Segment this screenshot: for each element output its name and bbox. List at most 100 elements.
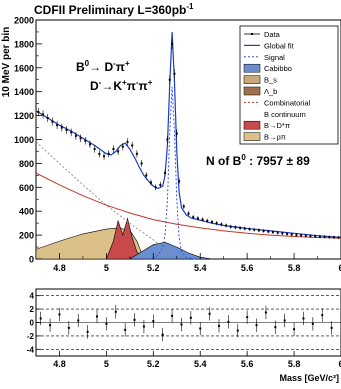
y-axis-label: 10 MeV per bin <box>1 27 12 98</box>
data-point <box>234 226 237 229</box>
data-point <box>257 229 260 232</box>
data-point <box>267 230 270 233</box>
residual-point <box>199 327 202 330</box>
data-point <box>103 155 106 158</box>
data-point <box>168 78 171 81</box>
residual-point <box>180 323 183 326</box>
residual-data-points <box>39 305 333 342</box>
data-point <box>332 236 335 239</box>
main-panel: 0 200 400 600 800 1000 1200 1400 1600 1800 2000 4.8… <box>14 16 341 273</box>
data-point <box>220 223 223 226</box>
residual-x-tick-label: 5.2 <box>147 359 160 369</box>
data-point <box>314 235 317 238</box>
residual-x-tick-label: 4.8 <box>53 359 66 369</box>
data-point <box>121 145 124 148</box>
data-point <box>135 152 138 155</box>
legend-label: B→D*π <box>264 121 290 130</box>
x-tick-label: 5.6 <box>241 263 254 273</box>
residual-x-tick-label: 5.6 <box>241 359 254 369</box>
data-point <box>171 42 174 45</box>
residual-point <box>321 314 324 317</box>
data-point <box>126 140 129 143</box>
data-point <box>295 234 298 237</box>
residual-point <box>114 310 117 313</box>
data-point <box>46 116 49 119</box>
residual-point <box>77 319 80 322</box>
residual-point <box>236 329 239 332</box>
residual-y-tick-label: -4 <box>27 345 35 354</box>
residual-point <box>67 326 70 329</box>
residual-x-tick-label: 6 <box>338 359 341 369</box>
line-b-continuum <box>35 141 178 260</box>
data-point <box>229 225 232 228</box>
residual-grid <box>36 295 341 350</box>
legend-label: Data <box>264 30 281 39</box>
residual-point <box>227 320 230 323</box>
data-point <box>300 234 303 237</box>
legend-label: Combinatorial <box>264 98 311 107</box>
y-tick-label: 600 <box>19 183 34 193</box>
residual-point <box>49 324 52 327</box>
data-point <box>84 139 87 142</box>
y-tick-label: 200 <box>19 231 34 241</box>
y-tick-label: 1600 <box>14 63 34 73</box>
data-point <box>175 132 178 135</box>
residual-point <box>133 318 136 321</box>
residual-y-tick-label: 0 <box>30 319 35 328</box>
data-point <box>286 232 289 235</box>
residual-point <box>283 319 286 322</box>
data-point <box>253 228 256 231</box>
residual-point <box>86 330 89 333</box>
residual-panel: -4 -2 0 2 4 4.8 5 5.2 5.4 5.6 5.8 6 <box>27 288 341 369</box>
data-point <box>88 143 91 146</box>
data-point <box>149 181 152 184</box>
legend-label: Global fit <box>264 41 295 50</box>
data-point <box>262 229 265 232</box>
legend-swatch-box <box>243 132 261 141</box>
main-axes: 0 200 400 600 800 1000 1200 1400 1600 1800 2000 4.8… <box>14 16 341 273</box>
residual-point <box>311 322 314 325</box>
residual-point <box>142 325 145 328</box>
residual-point <box>161 333 164 336</box>
legend: Data Global fit Signal Cabibbo B_s Λ_b Combina… <box>239 25 339 145</box>
residual-point <box>208 312 211 315</box>
data-point <box>60 126 63 129</box>
x-tick-label: 5.2 <box>147 263 160 273</box>
data-point <box>239 226 242 229</box>
data-point <box>206 219 209 222</box>
x-tick-label: 5 <box>104 263 109 273</box>
data-point <box>93 148 96 151</box>
decay-annotation-1: B0→ D-π+ <box>76 59 130 74</box>
residual-y-tick-label: -2 <box>27 332 35 341</box>
legend-label: B→ρπ <box>264 133 286 142</box>
legend-swatch-box <box>243 75 261 84</box>
line-combinatorial <box>35 172 341 239</box>
data-point <box>51 120 54 123</box>
data-point <box>112 148 115 151</box>
residual-point <box>302 317 305 320</box>
y-tick-label: 2000 <box>14 16 34 26</box>
legend-swatch-box <box>243 120 261 130</box>
residual-axes: -4 -2 0 2 4 4.8 5 5.2 5.4 5.6 5.8 6 <box>27 292 341 369</box>
data-point <box>154 186 157 189</box>
area-cabibbo <box>128 241 213 260</box>
residual-point <box>58 313 61 316</box>
data-point <box>173 72 176 75</box>
data-point <box>107 152 110 155</box>
data-point <box>74 134 77 137</box>
data-point <box>309 235 312 238</box>
data-point <box>271 231 274 234</box>
line-signal <box>148 86 196 260</box>
residual-point <box>293 328 296 331</box>
residual-point <box>105 322 108 325</box>
data-point <box>210 220 213 223</box>
data-point <box>79 137 82 140</box>
data-point <box>131 144 134 147</box>
data-point <box>42 113 45 116</box>
data-point <box>290 233 293 236</box>
data-point <box>243 227 246 230</box>
residual-point <box>39 317 42 320</box>
residual-y-tick-label: 4 <box>30 292 35 301</box>
residual-point <box>274 326 277 329</box>
legend-label: B_s <box>264 76 277 85</box>
